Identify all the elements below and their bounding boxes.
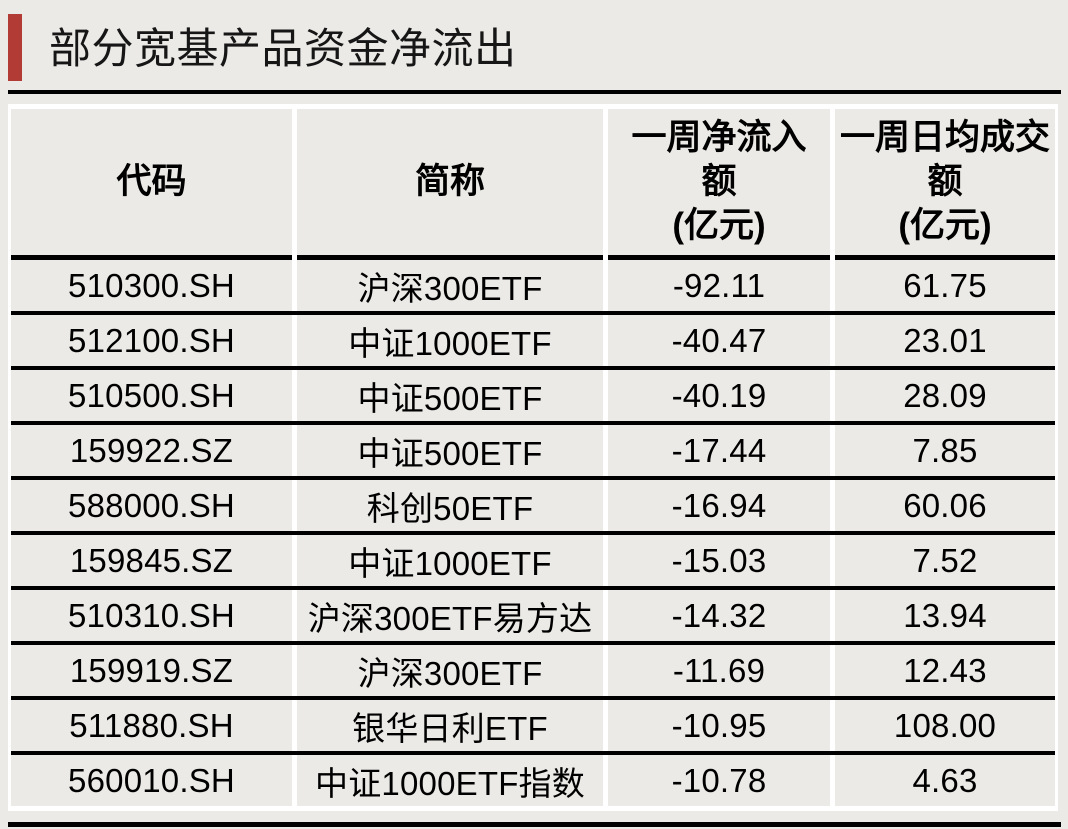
cell-code: 159922.SZ (11, 425, 292, 476)
cell-avg-turnover: 7.52 (835, 535, 1055, 586)
cell-name: 沪深300ETF易方达 (297, 590, 603, 641)
table-row: 159845.SZ 中证1000ETF -15.03 7.52 (11, 535, 1055, 590)
cell-net-inflow: -40.19 (608, 370, 830, 421)
table-header-row: 代码 简称 一周净流入 额 (亿元) 一周日均成交 额 (亿元) (11, 109, 1055, 260)
cell-avg-turnover: 60.06 (835, 480, 1055, 531)
cell-name: 中证500ETF (297, 425, 603, 476)
column-header-code: 代码 (11, 109, 292, 260)
column-header-name: 简称 (297, 109, 603, 260)
cell-code: 510300.SH (11, 260, 292, 311)
table-row: 510500.SH 中证500ETF -40.19 28.09 (11, 370, 1055, 425)
cell-code: 510310.SH (11, 590, 292, 641)
cell-avg-turnover: 12.43 (835, 645, 1055, 696)
page-title: 部分宽基产品资金净流出 (49, 25, 517, 72)
cell-code: 560010.SH (11, 755, 292, 806)
table-row: 560010.SH 中证1000ETF指数 -10.78 4.63 (11, 755, 1055, 806)
cell-name: 中证1000ETF (297, 315, 603, 366)
cell-name: 中证1000ETF指数 (297, 755, 603, 806)
cell-code: 511880.SH (11, 700, 292, 751)
cell-net-inflow: -16.94 (608, 480, 830, 531)
cell-code: 159919.SZ (11, 645, 292, 696)
cell-avg-turnover: 13.94 (835, 590, 1055, 641)
cell-code: 159845.SZ (11, 535, 292, 586)
cell-net-inflow: -15.03 (608, 535, 830, 586)
column-header-net-inflow: 一周净流入 额 (亿元) (608, 109, 830, 260)
cell-name: 沪深300ETF (297, 645, 603, 696)
cell-code: 512100.SH (11, 315, 292, 366)
cell-net-inflow: -40.47 (608, 315, 830, 366)
table-row: 588000.SH 科创50ETF -16.94 60.06 (11, 480, 1055, 535)
table-top-rule (8, 90, 1061, 94)
table-row: 159919.SZ 沪深300ETF -11.69 12.43 (11, 645, 1055, 700)
table-row: 159922.SZ 中证500ETF -17.44 7.85 (11, 425, 1055, 480)
cell-avg-turnover: 7.85 (835, 425, 1055, 476)
cell-name: 中证500ETF (297, 370, 603, 421)
table-row: 512100.SH 中证1000ETF -40.47 23.01 (11, 315, 1055, 370)
title-accent-bar (8, 14, 22, 81)
cell-avg-turnover: 4.63 (835, 755, 1055, 806)
table-row: 510310.SH 沪深300ETF易方达 -14.32 13.94 (11, 590, 1055, 645)
cell-avg-turnover: 28.09 (835, 370, 1055, 421)
table-bottom-rule (8, 822, 1061, 827)
cell-name: 中证1000ETF (297, 535, 603, 586)
cell-avg-turnover: 61.75 (835, 260, 1055, 311)
table-row: 510300.SH 沪深300ETF -92.11 61.75 (11, 260, 1055, 315)
cell-avg-turnover: 23.01 (835, 315, 1055, 366)
cell-net-inflow: -92.11 (608, 260, 830, 311)
fund-outflow-table: 代码 简称 一周净流入 额 (亿元) 一周日均成交 额 (亿元) 510300.… (8, 104, 1058, 811)
cell-name: 银华日利ETF (297, 700, 603, 751)
cell-code: 510500.SH (11, 370, 292, 421)
cell-net-inflow: -10.95 (608, 700, 830, 751)
cell-net-inflow: -11.69 (608, 645, 830, 696)
cell-code: 588000.SH (11, 480, 292, 531)
table-row: 511880.SH 银华日利ETF -10.95 108.00 (11, 700, 1055, 755)
cell-net-inflow: -14.32 (608, 590, 830, 641)
cell-net-inflow: -17.44 (608, 425, 830, 476)
column-header-avg-turnover: 一周日均成交 额 (亿元) (835, 109, 1055, 260)
cell-avg-turnover: 108.00 (835, 700, 1055, 751)
cell-net-inflow: -10.78 (608, 755, 830, 806)
cell-name: 科创50ETF (297, 480, 603, 531)
cell-name: 沪深300ETF (297, 260, 603, 311)
